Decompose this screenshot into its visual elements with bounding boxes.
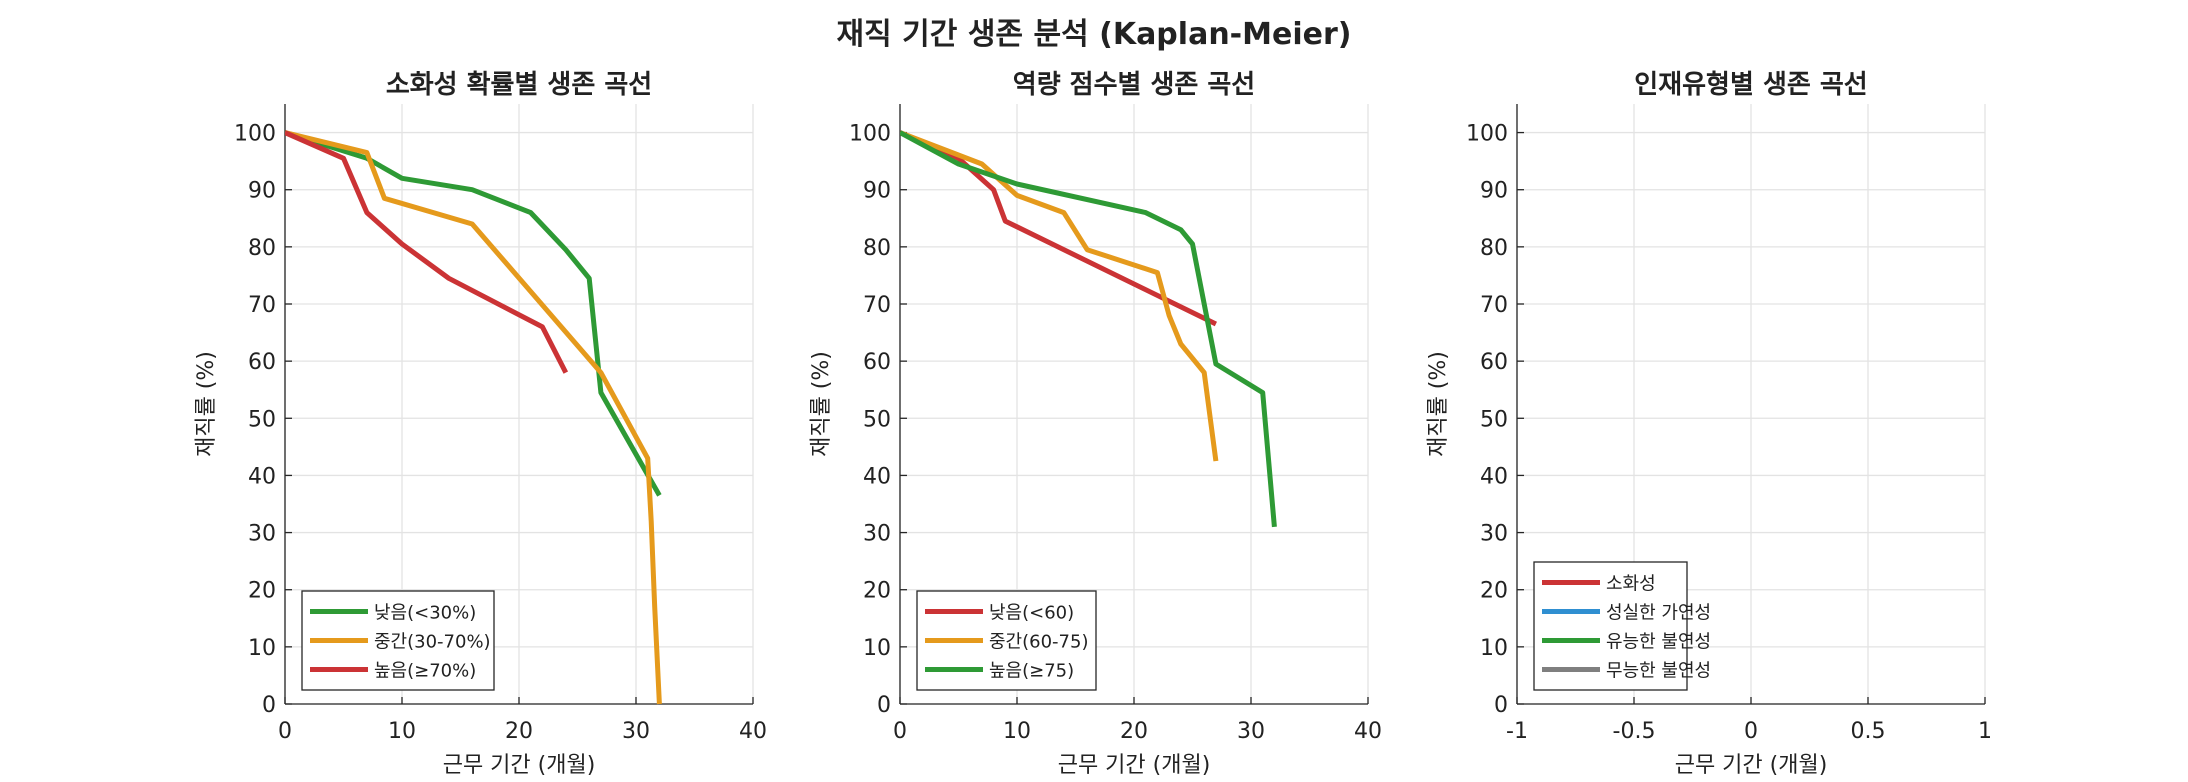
- y-tick-label: 100: [1466, 122, 1508, 147]
- x-tick-label: 0.5: [1851, 719, 1886, 744]
- x-tick-label: 0: [893, 719, 907, 744]
- y-tick-label: 10: [863, 636, 891, 661]
- x-tick-label: -0.5: [1613, 719, 1656, 744]
- y-axis-label: 재직률 (%): [1426, 351, 1451, 457]
- series-line-2: [285, 130, 662, 705]
- figure-title: 재직 기간 생존 분석 (Kaplan-Meier): [837, 17, 1352, 52]
- y-tick-label: 40: [1480, 464, 1508, 489]
- y-tick-label: 90: [248, 179, 276, 204]
- y-tick-label: 40: [863, 464, 891, 489]
- y-tick-label: 60: [248, 350, 276, 375]
- y-tick-label: 90: [863, 179, 891, 204]
- y-tick-label: 80: [248, 236, 276, 261]
- x-tick-label: 40: [1354, 719, 1382, 744]
- chart-title: 소화성 확률별 생존 곡선: [386, 70, 652, 100]
- legend-label-2: 중간(30-70%): [374, 632, 491, 653]
- legend: 낮음(<60) 중간(60-75) 높음(≥75): [916, 590, 1097, 691]
- y-tick-label: 30: [863, 522, 891, 547]
- y-tick-label: 100: [849, 122, 891, 147]
- y-axis-label: 재직률 (%): [194, 351, 219, 457]
- legend-label-2: 성실한 가연성: [1606, 603, 1711, 624]
- chart-panel-2: 0 10 20 30 40 0 10 20 30 40 50 60 70 80 90 100 역량 점수별 생존…: [809, 70, 1382, 778]
- y-tick-label: 50: [248, 407, 276, 432]
- chart-panel-1: 0 10 20 30 40 0 10 20 30 40 50 60 70 80 90 100 소화성 확률별 생…: [194, 70, 767, 778]
- legend-label-3: 높음(≥75): [989, 661, 1074, 682]
- y-tick-label: 50: [1480, 407, 1508, 432]
- legend-label-1: 낮음(<60): [989, 603, 1074, 624]
- y-tick-label: 30: [248, 522, 276, 547]
- x-tick-label: 20: [505, 719, 533, 744]
- x-tick-label: 0: [278, 719, 292, 744]
- y-tick-label: 80: [1480, 236, 1508, 261]
- y-tick-label: 10: [1480, 636, 1508, 661]
- series-line-3: [900, 130, 1277, 528]
- x-axis-label: 근무 기간 (개월): [1058, 753, 1211, 778]
- y-tick-label: 20: [248, 579, 276, 604]
- x-tick-label: -1: [1506, 719, 1528, 744]
- y-tick-label: 0: [262, 693, 276, 718]
- y-tick-label: 50: [863, 407, 891, 432]
- x-tick-label: 1: [1978, 719, 1992, 744]
- x-axis-label: 근무 기간 (개월): [443, 753, 596, 778]
- y-tick-label: 80: [863, 236, 891, 261]
- legend-label-3: 유능한 불연성: [1606, 632, 1711, 653]
- y-tick-label: 90: [1480, 179, 1508, 204]
- y-tick-label: 60: [863, 350, 891, 375]
- series-line-3: [285, 130, 569, 374]
- x-axis-label: 근무 기간 (개월): [1675, 753, 1828, 778]
- legend-label-2: 중간(60-75): [989, 632, 1088, 653]
- y-tick-label: 40: [248, 464, 276, 489]
- chart-title: 역량 점수별 생존 곡선: [1013, 70, 1255, 100]
- y-tick-label: 0: [1494, 693, 1508, 718]
- y-tick-label: 30: [1480, 522, 1508, 547]
- y-tick-label: 70: [863, 293, 891, 318]
- legend-label-3: 높음(≥70%): [374, 661, 476, 682]
- y-tick-label: 0: [877, 693, 891, 718]
- y-tick-label: 70: [1480, 293, 1508, 318]
- y-tick-label: 60: [1480, 350, 1508, 375]
- legend-label-1: 낮음(<30%): [374, 603, 476, 624]
- legend-label-1: 소화성: [1606, 574, 1656, 595]
- y-tick-label: 20: [863, 579, 891, 604]
- x-tick-label: 40: [739, 719, 767, 744]
- y-tick-label: 10: [248, 636, 276, 661]
- legend: 낮음(<30%) 중간(30-70%) 높음(≥70%): [301, 590, 495, 691]
- legend-label-4: 무능한 불연성: [1606, 661, 1711, 682]
- y-tick-label: 100: [234, 122, 276, 147]
- y-tick-label: 70: [248, 293, 276, 318]
- x-tick-label: 30: [1237, 719, 1265, 744]
- y-axis-label: 재직률 (%): [809, 351, 834, 457]
- series-line-1: [285, 130, 662, 497]
- y-tick-label: 20: [1480, 579, 1508, 604]
- x-tick-label: 0: [1744, 719, 1758, 744]
- x-tick-label: 10: [1003, 719, 1031, 744]
- chart-title: 인재유형별 생존 곡선: [1634, 70, 1867, 100]
- x-tick-label: 20: [1120, 719, 1148, 744]
- x-tick-label: 30: [622, 719, 650, 744]
- x-tick-label: 10: [388, 719, 416, 744]
